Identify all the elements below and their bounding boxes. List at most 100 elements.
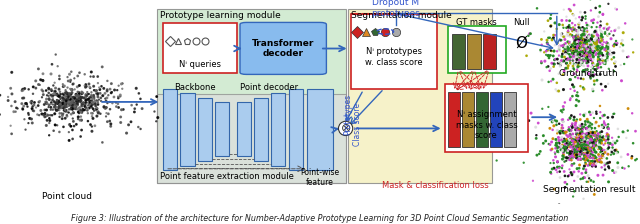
FancyBboxPatch shape: [237, 102, 251, 156]
Point: [26, 117, 36, 121]
Point: [579, 143, 589, 147]
Point: [40, 111, 50, 115]
Point: [602, 51, 612, 54]
Point: [60, 95, 70, 99]
Point: [577, 47, 587, 50]
Point: [590, 159, 600, 163]
Point: [575, 53, 586, 57]
Point: [579, 146, 589, 150]
Point: [566, 146, 576, 149]
Point: [566, 128, 576, 132]
Point: [571, 38, 581, 41]
Point: [593, 153, 604, 156]
Point: [579, 37, 589, 40]
Point: [55, 103, 65, 107]
Point: [572, 151, 582, 154]
Point: [76, 99, 86, 102]
Point: [562, 141, 572, 145]
Point: [577, 49, 587, 52]
Point: [614, 135, 624, 139]
Point: [579, 197, 589, 200]
Point: [579, 113, 589, 117]
Point: [564, 138, 575, 142]
Point: [60, 84, 70, 88]
Point: [577, 184, 587, 188]
Point: [61, 97, 72, 100]
Point: [582, 47, 592, 51]
Point: [579, 134, 589, 138]
Point: [61, 96, 71, 99]
Point: [594, 124, 604, 128]
Point: [576, 41, 586, 44]
Point: [602, 45, 612, 48]
Point: [583, 146, 593, 150]
Point: [580, 39, 590, 43]
Point: [554, 47, 564, 51]
Point: [604, 146, 614, 149]
Point: [10, 110, 20, 114]
Point: [583, 46, 593, 50]
Point: [574, 139, 584, 142]
Point: [590, 137, 600, 140]
Point: [581, 139, 591, 142]
Point: [564, 134, 575, 137]
Point: [580, 45, 591, 49]
Point: [603, 133, 613, 136]
Point: [568, 26, 578, 29]
Point: [10, 100, 20, 103]
Point: [603, 138, 613, 141]
Point: [579, 43, 589, 46]
Point: [569, 28, 579, 32]
Point: [554, 165, 564, 169]
Point: [38, 79, 48, 82]
Point: [63, 102, 74, 106]
Point: [65, 101, 76, 104]
Point: [575, 33, 585, 37]
Point: [586, 41, 596, 45]
Point: [595, 41, 605, 45]
Point: [582, 48, 593, 51]
Point: [596, 39, 607, 42]
Point: [19, 104, 29, 108]
Point: [578, 177, 588, 180]
Point: [568, 155, 579, 159]
Point: [584, 49, 595, 53]
FancyBboxPatch shape: [452, 34, 465, 69]
Point: [581, 162, 591, 166]
Point: [584, 34, 594, 38]
Point: [525, 32, 536, 35]
Point: [558, 26, 568, 30]
Point: [573, 26, 584, 29]
Point: [64, 99, 74, 102]
Point: [106, 125, 116, 128]
Point: [585, 156, 595, 160]
Point: [584, 36, 594, 39]
Point: [571, 62, 581, 65]
Point: [593, 60, 604, 63]
Point: [571, 51, 581, 55]
Point: [576, 48, 586, 52]
Point: [580, 45, 591, 49]
Point: [569, 47, 579, 50]
Point: [90, 101, 100, 105]
Point: [585, 53, 595, 57]
Point: [64, 108, 74, 111]
Point: [556, 109, 566, 112]
Point: [597, 46, 607, 50]
Point: [568, 132, 578, 136]
Point: [590, 131, 600, 134]
Point: [576, 51, 586, 55]
Point: [86, 99, 97, 103]
Point: [564, 174, 574, 177]
Point: [69, 124, 79, 128]
Point: [586, 41, 596, 44]
Point: [580, 17, 591, 21]
Point: [571, 54, 581, 57]
Text: Point decoder: Point decoder: [240, 83, 298, 92]
Point: [60, 102, 70, 105]
Point: [612, 127, 623, 131]
Point: [546, 148, 556, 152]
Point: [560, 174, 570, 178]
Point: [46, 101, 56, 104]
Point: [72, 94, 83, 98]
